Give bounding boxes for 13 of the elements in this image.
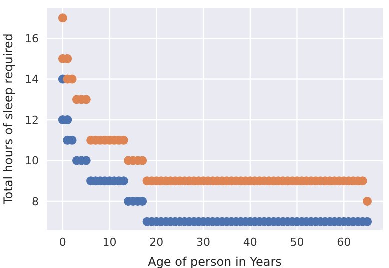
- y-tick-label: 14: [25, 73, 39, 86]
- x-tick-label: 10: [102, 236, 117, 249]
- x-tick-label: 50: [290, 236, 304, 249]
- y-axis-title: Total hours of sleep required: [1, 34, 16, 206]
- y-tick-label: 16: [25, 32, 39, 46]
- x-tick-label: 30: [196, 236, 211, 249]
- x-tick-label: 0: [59, 236, 66, 249]
- x-tick-label: 40: [243, 236, 258, 249]
- y-tick-label: 12: [25, 114, 39, 127]
- y-tick-label: 8: [32, 195, 39, 208]
- y-tick-label: 10: [25, 154, 39, 168]
- x-tick-label: 60: [337, 236, 352, 249]
- x-tick-label: 20: [150, 236, 164, 249]
